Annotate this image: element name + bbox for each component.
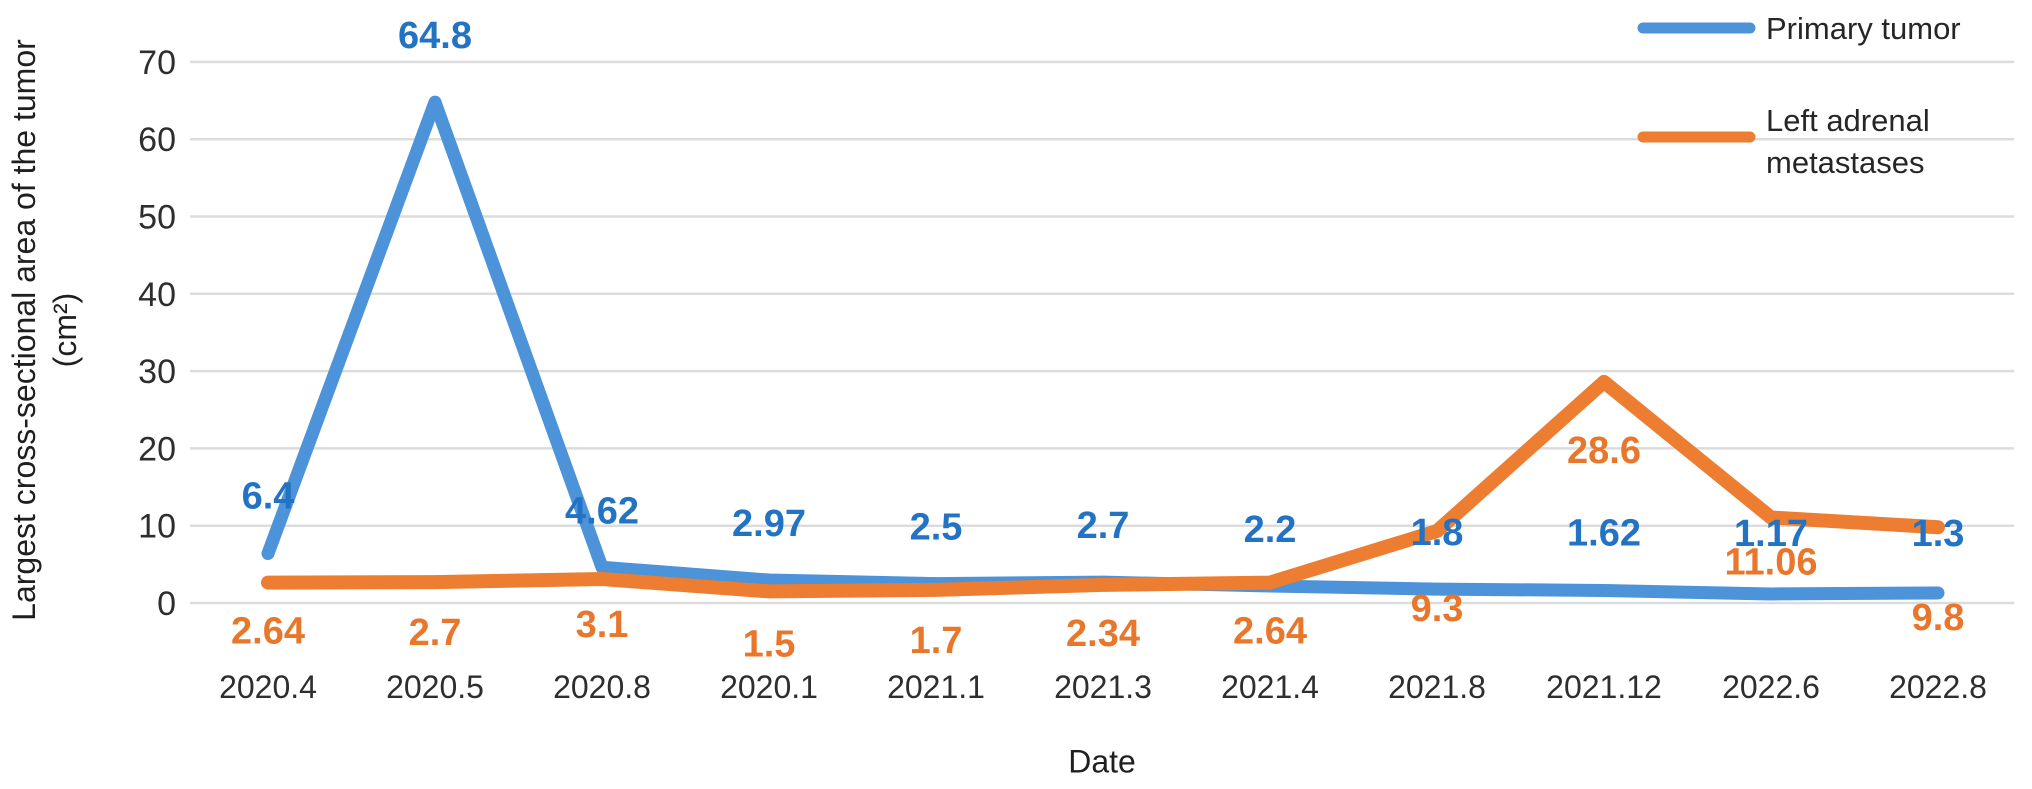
y-axis-title: Largest cross-sectional area of the tumo… xyxy=(4,0,86,670)
data-label-primary-tumor: 2.5 xyxy=(910,507,963,549)
data-label-primary-tumor: 2.2 xyxy=(1244,509,1297,551)
data-label-primary-tumor: 6.4 xyxy=(242,476,295,518)
x-axis-title: Date xyxy=(1068,743,1136,780)
x-tick-label: 2020.5 xyxy=(386,669,484,705)
data-label-left-adrenal-metastases: 1.7 xyxy=(910,620,963,662)
data-label-primary-tumor: 2.97 xyxy=(732,503,806,545)
data-label-left-adrenal-metastases: 11.06 xyxy=(1725,542,1818,584)
y-tick-label: 60 xyxy=(138,121,176,159)
x-tick-label: 2020.4 xyxy=(219,669,317,705)
x-tick-label: 2021.12 xyxy=(1546,669,1662,705)
y-tick-label: 40 xyxy=(138,276,176,314)
series-line-left-adrenal-metastases xyxy=(261,374,1945,599)
data-label-left-adrenal-metastases: 2.7 xyxy=(409,612,462,654)
x-tick-label: 2020.1 xyxy=(720,669,818,705)
x-tick-label: 2021.8 xyxy=(1388,669,1486,705)
y-axis-unit: (cm²) xyxy=(47,292,83,368)
y-axis-title-text: Largest cross-sectional area of the tumo… xyxy=(6,39,42,621)
data-label-left-adrenal-metastases: 28.6 xyxy=(1567,430,1641,472)
x-tick-label: 2020.8 xyxy=(553,669,651,705)
data-label-left-adrenal-metastases: 2.34 xyxy=(1066,613,1140,655)
x-tick-label: 2022.6 xyxy=(1722,669,1820,705)
data-label-primary-tumor: 2.7 xyxy=(1077,505,1130,547)
data-label-left-adrenal-metastases: 2.64 xyxy=(1233,611,1307,653)
data-label-primary-tumor: 1.3 xyxy=(1912,513,1965,555)
data-label-primary-tumor: 4.62 xyxy=(565,490,639,532)
data-label-primary-tumor: 1.17 xyxy=(1734,513,1808,555)
y-tick-label: 50 xyxy=(138,199,176,237)
data-label-left-adrenal-metastases: 1.5 xyxy=(743,623,796,665)
x-tick-label: 2022.8 xyxy=(1889,669,1987,705)
x-tick-label: 2021.1 xyxy=(887,669,985,705)
legend-label-primary-tumor: Primary tumor xyxy=(1766,11,1961,46)
data-label-primary-tumor: 64.8 xyxy=(398,15,472,57)
y-tick-label: 30 xyxy=(138,353,176,391)
data-label-left-adrenal-metastases: 9.8 xyxy=(1912,597,1965,639)
y-tick-label: 0 xyxy=(157,585,176,623)
y-tick-label: 20 xyxy=(138,430,176,468)
data-label-primary-tumor: 1.62 xyxy=(1567,512,1641,554)
data-label-left-adrenal-metastases: 9.3 xyxy=(1411,588,1464,630)
x-tick-label: 2021.3 xyxy=(1054,669,1152,705)
data-label-left-adrenal-metastases: 3.1 xyxy=(576,604,629,646)
legend-label-left-adrenal-metastases: Left adrenal xyxy=(1766,103,1930,138)
y-tick-label: 70 xyxy=(138,44,176,82)
x-tick-label: 2021.4 xyxy=(1221,669,1319,705)
y-tick-label: 10 xyxy=(138,508,176,546)
data-label-left-adrenal-metastases: 2.64 xyxy=(231,611,305,653)
legend-label-left-adrenal-metastases: metastases xyxy=(1766,145,1925,180)
data-label-primary-tumor: 1.8 xyxy=(1411,512,1464,554)
